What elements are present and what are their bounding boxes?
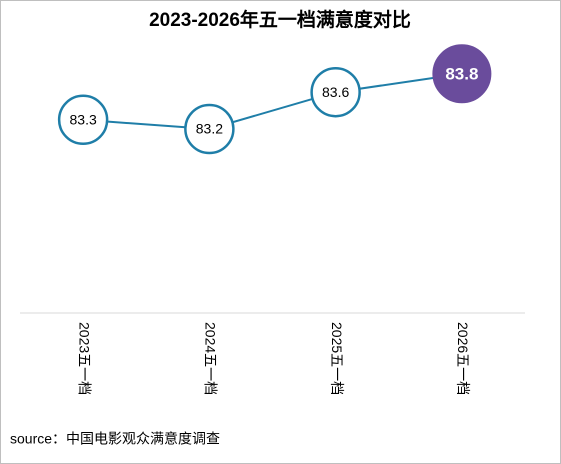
data-label: 83.2 bbox=[196, 121, 223, 137]
highlight-marker bbox=[432, 44, 492, 104]
chart-title: 2023-2026年五一档满意度对比 bbox=[149, 8, 411, 31]
source-note: source：中国电影观众满意度调查 bbox=[10, 431, 220, 447]
marker bbox=[57, 94, 109, 146]
x-tick-label: 2024五一档 bbox=[203, 322, 219, 395]
x-tick-label: 2026五一档 bbox=[455, 322, 471, 395]
data-label: 83.8 bbox=[445, 64, 478, 83]
x-tick-label: 2023五一档 bbox=[76, 322, 92, 395]
series-line bbox=[83, 72, 463, 131]
data-label: 83.3 bbox=[70, 112, 97, 128]
data-label: 83.6 bbox=[322, 84, 349, 100]
marker bbox=[184, 103, 235, 155]
marker bbox=[310, 66, 361, 118]
x-tick-label: 2025五一档 bbox=[329, 322, 345, 395]
